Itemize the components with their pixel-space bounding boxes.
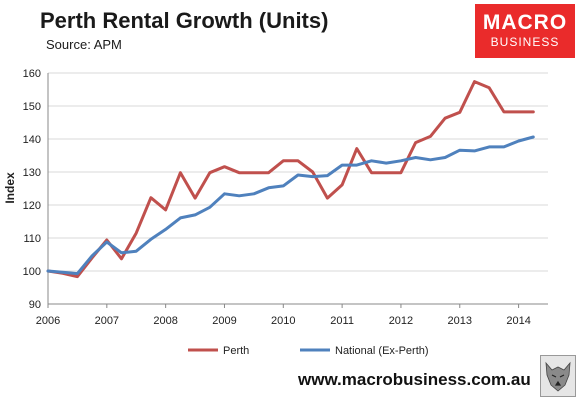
axes [47,73,548,308]
grid-lines [48,72,548,272]
x-tick-label: 2010 [271,315,295,327]
y-tick-label: 160 [23,68,41,80]
y-tick-label: 130 [23,167,41,179]
x-tick-label: 2014 [506,315,530,327]
legend-label: Perth [223,345,249,357]
chart-source: Source: APM [46,37,122,52]
series-lines [46,80,535,279]
x-tick-label: 2012 [389,315,413,327]
y-tick-label: 90 [29,299,41,311]
chart-title: Perth Rental Growth (Units) [40,8,329,33]
y-tick-labels: 90 100 110 120 130 140 150 160 [23,68,41,311]
x-tick-label: 2006 [36,315,60,327]
wolf-emblem-icon [540,355,576,397]
series-line-national-ex-perth [46,135,535,276]
logo-line-2: BUSINESS [490,35,560,49]
website-url: www.macrobusiness.com.au [298,370,531,389]
legend-label: National (Ex-Perth) [335,345,429,357]
y-tick-label: 120 [23,200,41,212]
y-tick-label: 110 [23,233,41,245]
x-tick-label: 2007 [95,315,119,327]
x-tick-labels: 2006 2007 2008 2009 2010 2011 2012 2013 2014 [36,315,531,327]
x-tick-label: 2008 [153,315,177,327]
y-tick-label: 150 [23,101,41,113]
logo-line-1: MACRO [482,11,568,34]
y-tick-label: 100 [23,266,41,278]
x-tick-label: 2009 [212,315,236,327]
y-tick-label: 140 [23,134,41,146]
x-tick-label: 2011 [330,315,354,327]
series-line-perth [46,80,535,279]
x-tick-label: 2013 [448,315,472,327]
legend: Perth National (Ex-Perth) [188,345,429,357]
macrobusiness-logo: MACRO BUSINESS [475,4,575,58]
y-axis-label: Index [3,172,17,204]
